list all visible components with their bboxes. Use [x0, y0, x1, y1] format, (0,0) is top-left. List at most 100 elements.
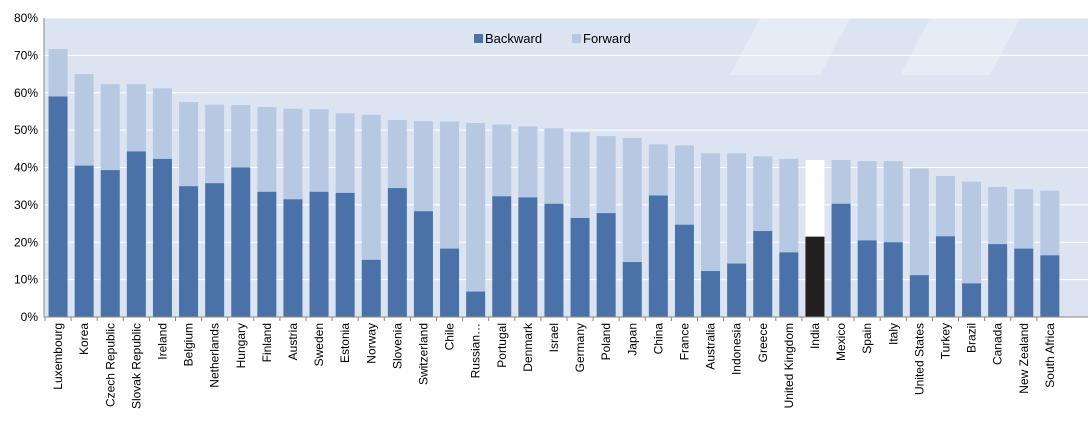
y-tick-label: 30% [14, 198, 38, 212]
x-tick-label: Canada [991, 323, 1005, 365]
x-tick-label: France [677, 323, 691, 361]
x-tick-label: Portugal [495, 323, 509, 368]
x-tick-label: Italy [886, 323, 900, 345]
bar-backward [440, 248, 460, 317]
x-tick-label: Slovenia [390, 323, 404, 369]
x-tick-label: Switzerland [416, 323, 430, 385]
x-tick-label: Chile [443, 323, 457, 351]
x-axis: Luxembourg Korea Czech Republic Slovak Repu… [44, 317, 1057, 409]
x-tick-label: Germany [573, 323, 587, 372]
bar-backward [805, 236, 825, 317]
x-tick-label: South Africa [1043, 323, 1057, 388]
bar-forward [909, 168, 929, 276]
bar-forward [309, 109, 329, 192]
bar-forward [674, 145, 694, 225]
bar-backward [648, 195, 668, 317]
y-tick-label: 10% [14, 273, 38, 287]
bar-forward [935, 176, 955, 237]
y-tick-label: 50% [14, 123, 38, 137]
bar-forward [1014, 189, 1034, 249]
legend-label: Forward [583, 31, 631, 46]
bar-backward [283, 199, 303, 317]
x-tick-label: Israel [547, 323, 561, 352]
bar-backward [962, 283, 982, 317]
x-tick-label: Mexico [834, 323, 848, 361]
bar-backward [100, 170, 120, 317]
bar-forward [648, 144, 668, 196]
bar-forward [100, 84, 120, 171]
bar-backward [596, 213, 616, 317]
bar-backward [205, 183, 225, 317]
bar-backward [831, 203, 851, 317]
x-tick-label: United Kingdom [782, 323, 796, 408]
bar-backward [309, 191, 329, 317]
y-tick-label: 40% [14, 161, 38, 175]
x-tick-label: Sweden [312, 323, 326, 366]
legend-swatch [572, 34, 581, 43]
bar-backward [74, 165, 94, 317]
x-tick-label: United States [912, 323, 926, 395]
x-tick-label: Luxembourg [51, 323, 65, 390]
bar-backward [544, 203, 564, 317]
x-tick-label: Denmark [521, 322, 535, 372]
x-tick-label: Czech Republic [103, 323, 117, 407]
y-tick-label: 20% [14, 235, 38, 249]
bar-backward [674, 224, 694, 317]
bar-backward [466, 291, 486, 317]
bar-forward [257, 106, 277, 192]
bar-forward [753, 156, 773, 232]
y-tick-label: 70% [14, 48, 38, 62]
bar-forward [440, 121, 460, 249]
y-tick-label: 60% [14, 86, 38, 100]
watermark-stripe [900, 18, 1020, 75]
bar-backward [988, 244, 1008, 317]
bar-forward [544, 128, 564, 204]
watermark-stripes [730, 18, 1020, 75]
bar-forward [48, 49, 68, 97]
bar-forward [805, 160, 825, 237]
bar-backward [126, 151, 146, 317]
bar-forward [283, 108, 303, 200]
x-tick-label: Brazil [965, 323, 979, 353]
x-tick-label: Japan [625, 323, 639, 356]
bar-forward [570, 132, 590, 218]
x-tick-label: Austria [286, 323, 300, 361]
y-tick-label: 0% [21, 310, 39, 324]
bar-backward [1014, 248, 1034, 317]
x-tick-label: Norway [364, 323, 378, 364]
x-tick-label: Korea [77, 323, 91, 355]
bar-forward [1040, 190, 1060, 256]
bar-backward [179, 186, 199, 317]
bar-backward [361, 259, 381, 317]
bar-forward [701, 153, 721, 272]
bar-backward [492, 196, 512, 317]
bar-backward [1040, 255, 1060, 317]
x-tick-label: Turkey [938, 323, 952, 359]
bar-forward [205, 104, 225, 184]
bar-backward [727, 263, 747, 317]
bar-backward [48, 96, 68, 317]
x-tick-label: Spain [860, 323, 874, 354]
x-tick-label: Finland [260, 323, 274, 362]
bar-forward [74, 74, 94, 166]
x-tick-label: Poland [599, 323, 613, 360]
bar-forward [179, 102, 199, 187]
bar-forward [831, 160, 851, 204]
x-tick-label: Hungary [234, 323, 248, 368]
bar-backward [935, 236, 955, 317]
legend-label: Backward [485, 31, 542, 46]
bar-forward [727, 153, 747, 264]
x-tick-label: Netherlands [208, 323, 222, 388]
legend-swatch [474, 34, 483, 43]
bar-forward [413, 121, 433, 212]
x-tick-label: New Zealand [1017, 323, 1031, 394]
bar-forward [596, 136, 616, 214]
bar-backward [231, 167, 251, 317]
bar-backward [152, 158, 172, 317]
bar-forward [492, 124, 512, 197]
x-tick-label: India [808, 323, 822, 349]
x-tick-label: Belgium [182, 323, 196, 366]
bar-forward [152, 88, 172, 159]
bar-backward [518, 197, 538, 317]
